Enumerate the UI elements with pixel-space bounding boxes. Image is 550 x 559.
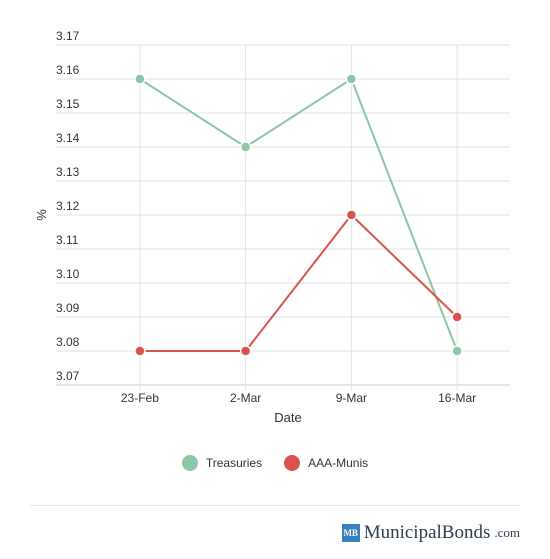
legend-marker-aaa-munis bbox=[284, 455, 301, 471]
y-axis-ticks: 3.07 3.08 3.09 3.10 3.11 3.12 3.13 3.14 3.15 3.16… bbox=[56, 29, 80, 383]
legend: Treasuries AAA-Munis bbox=[0, 455, 550, 471]
series-line-treasuries bbox=[139, 77, 459, 352]
data-point-aaa-munis[interactable] bbox=[345, 209, 358, 221]
y-tick-label: 3.14 bbox=[56, 131, 80, 145]
y-tick-label: 3.12 bbox=[56, 199, 80, 213]
legend-label-treasuries: Treasuries bbox=[205, 456, 263, 470]
y-tick-label: 3.13 bbox=[56, 165, 80, 179]
x-axis-title: Date bbox=[274, 410, 301, 425]
legend-label-aaa-munis: AAA-Munis bbox=[308, 456, 369, 470]
y-tick-label: 3.16 bbox=[56, 63, 80, 77]
y-axis-title: % bbox=[34, 209, 49, 221]
data-point-aaa-munis[interactable] bbox=[451, 311, 463, 323]
data-point-treasuries[interactable] bbox=[134, 73, 146, 85]
line-chart: 3.07 3.08 3.09 3.10 3.11 3.12 3.13 3.14 3.15 3.16… bbox=[34, 29, 510, 425]
y-tick-label: 3.07 bbox=[56, 369, 80, 383]
series-line-aaa-munis bbox=[139, 213, 458, 352]
grid bbox=[56, 44, 510, 391]
data-point-aaa-munis[interactable] bbox=[239, 345, 252, 357]
data-point-aaa-munis[interactable] bbox=[134, 345, 146, 357]
series bbox=[134, 73, 463, 357]
x-tick-label: 23-Feb bbox=[121, 391, 159, 405]
y-tick-label: 3.09 bbox=[56, 301, 80, 315]
data-point-treasuries[interactable] bbox=[239, 141, 252, 153]
brand-name: MunicipalBonds bbox=[363, 522, 491, 543]
y-tick-label: 3.17 bbox=[56, 29, 80, 43]
y-tick-label: 3.15 bbox=[56, 97, 80, 111]
brand-logo[interactable]: MB MunicipalBonds .com bbox=[341, 522, 520, 544]
x-axis-ticks: 23-Feb 2-Mar 9-Mar 16-Mar bbox=[121, 391, 476, 405]
legend-item-treasuries[interactable]: Treasuries bbox=[181, 455, 263, 471]
x-tick-label: 16-Mar bbox=[438, 391, 476, 405]
brand-badge-icon: MB bbox=[341, 524, 360, 542]
footer-divider bbox=[30, 505, 520, 506]
y-tick-label: 3.11 bbox=[56, 233, 79, 247]
x-tick-label: 2-Mar bbox=[230, 391, 261, 405]
legend-item-aaa-munis[interactable]: AAA-Munis bbox=[284, 455, 368, 471]
y-tick-label: 3.10 bbox=[56, 267, 80, 281]
legend-marker-treasuries bbox=[181, 455, 198, 471]
y-tick-label: 3.08 bbox=[56, 335, 80, 349]
data-point-treasuries[interactable] bbox=[451, 345, 463, 357]
x-tick-label: 9-Mar bbox=[336, 391, 367, 405]
brand-tld: .com bbox=[494, 525, 520, 540]
data-point-treasuries[interactable] bbox=[345, 73, 358, 85]
